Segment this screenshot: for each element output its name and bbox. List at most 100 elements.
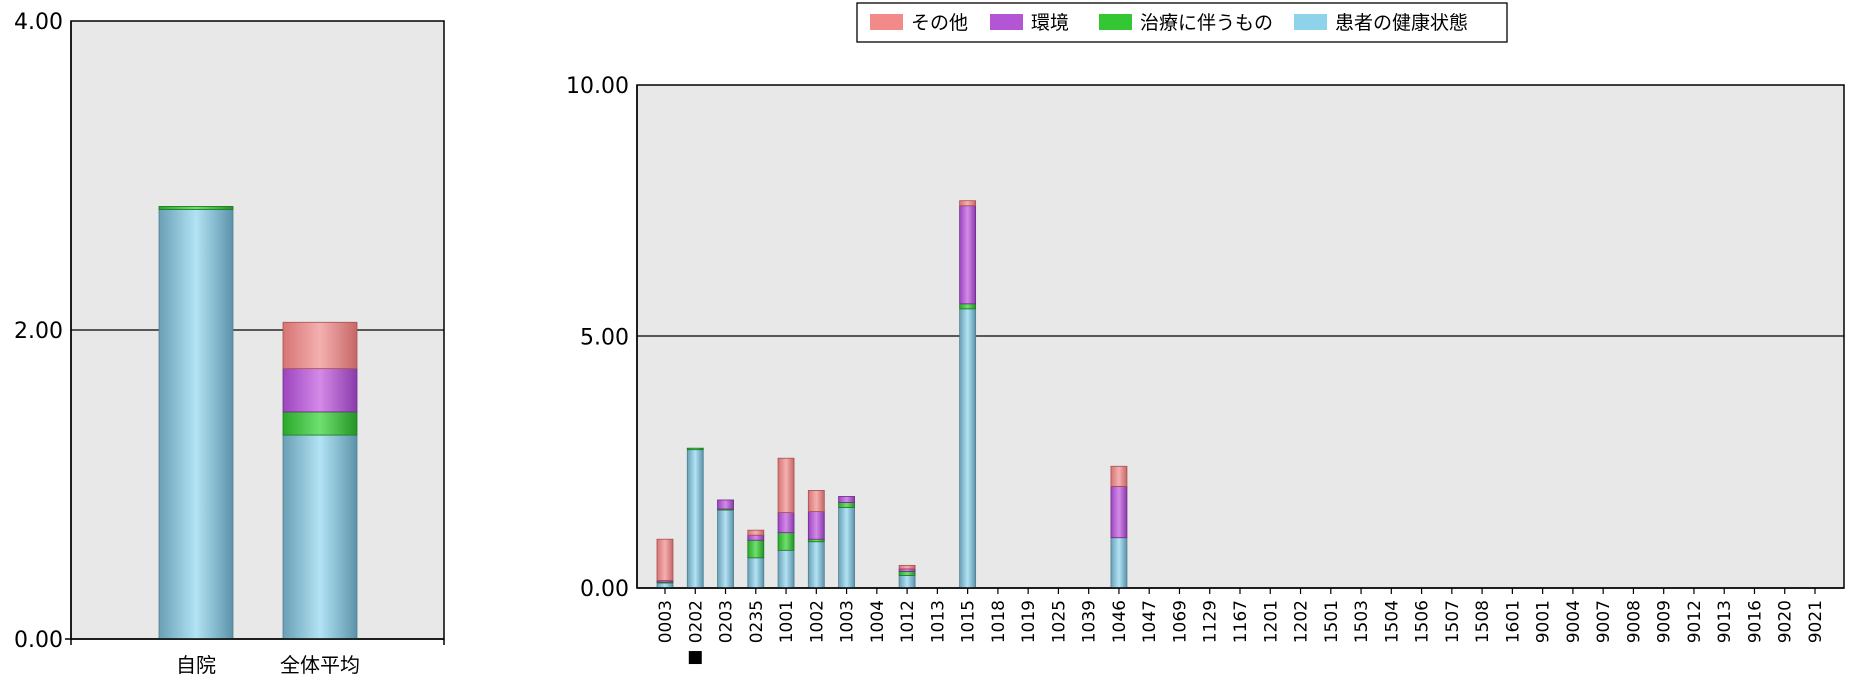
right-x-tick-label-1501: 1501 [1322, 600, 1342, 643]
right-x-tick-label-1201: 1201 [1261, 600, 1281, 643]
right-bar-0235-series-1 [747, 539, 765, 559]
right-x-tick-label-0003: 0003 [656, 600, 676, 643]
right-bar-1046-series-2 [1110, 485, 1128, 539]
legend-label-0: その他 [911, 12, 968, 34]
right-x-tick-label-1013: 1013 [928, 600, 948, 643]
right-bar-1002-series-3 [807, 490, 825, 512]
legend-box [856, 2, 1508, 43]
right-bar-0003-series-0 [656, 582, 674, 589]
legend-swatch-3 [1294, 14, 1327, 30]
right-bar-1012-series-0 [898, 575, 916, 589]
left-bar---series-0 [158, 209, 234, 640]
right-bar-1046-series-0 [1110, 537, 1128, 589]
left-y-tick-1: 2.00 [14, 319, 63, 344]
right-chart: 0.00 5.00 10.00 0003 0202 0203 0235 1001 1002 10… [566, 74, 1845, 667]
right-x-tick-label-1508: 1508 [1473, 600, 1493, 643]
right-x-tick-label-1504: 1504 [1382, 600, 1402, 643]
legend-label-1: 環境 [1031, 12, 1069, 34]
right-x-tick-label-9016: 9016 [1745, 600, 1765, 643]
right-x-tick-label-9008: 9008 [1624, 600, 1644, 643]
right-y-ticks: 0.00 5.00 10.00 [566, 74, 629, 602]
right-bars [656, 200, 1128, 589]
right-x-tick-label-1506: 1506 [1413, 600, 1433, 643]
left-bar---series-0 [282, 434, 358, 640]
right-x-tick-label-9013: 9013 [1715, 600, 1735, 643]
right-x-tick-label-1004: 1004 [868, 600, 888, 643]
right-x-tick-label-9021: 9021 [1806, 600, 1826, 643]
left-category-labels: 自院 全体平均 [176, 653, 360, 677]
left-category-label-0: 自院 [176, 653, 216, 677]
right-bar-0202-series-1 [686, 447, 704, 451]
right-x-tick-label-0203: 0203 [717, 600, 737, 643]
right-bar-1015-series-1 [959, 303, 977, 310]
legend-label-2: 治療に伴うもの [1140, 12, 1273, 34]
right-bar-0003-series-3 [656, 538, 674, 581]
right-x-tick-label-1129: 1129 [1201, 600, 1221, 643]
legend-swatch-2 [1099, 14, 1132, 30]
right-x-tick-label-1019: 1019 [1019, 600, 1039, 643]
right-bar-1015-series-0 [959, 308, 977, 589]
right-bar-1001-series-0 [777, 549, 795, 589]
legend: その他 環境 治療に伴うもの 患者の健康状態 [856, 2, 1508, 43]
left-bar---series-3 [282, 321, 358, 370]
right-bar-0203-series-0 [717, 509, 734, 589]
right-bar-0203-series-2 [717, 499, 734, 510]
right-bar-1003-series-1 [838, 502, 855, 508]
right-x-tick-label-9001: 9001 [1534, 600, 1554, 643]
left-y-ticks: 0.00 2.00 4.00 [14, 10, 63, 653]
right-x-tick-label-1015: 1015 [959, 600, 979, 643]
right-x-tick-label-1003: 1003 [838, 600, 858, 643]
right-bar-1001-series-3 [777, 457, 795, 513]
right-marked-category-symbol: ■ [687, 647, 703, 667]
left-chart: 0.00 2.00 4.00 自院 全体平均 [14, 10, 445, 677]
right-bar-1015-series-3 [959, 200, 977, 207]
right-x-tick-label-9012: 9012 [1685, 600, 1705, 643]
right-y-tick-1: 5.00 [580, 326, 629, 351]
left-y-tick-0: 0.00 [14, 628, 63, 653]
legend-label-3: 患者の健康状態 [1335, 12, 1468, 34]
right-bar-1046-series-3 [1110, 465, 1128, 487]
right-x-tick-label-1507: 1507 [1443, 600, 1463, 643]
right-x-tick-label-1202: 1202 [1292, 600, 1312, 643]
left-category-label-1: 全体平均 [280, 653, 360, 677]
right-x-tick-label-1167: 1167 [1231, 600, 1251, 643]
right-bar-1002-series-2 [807, 511, 825, 540]
right-x-tick-label-1002: 1002 [807, 600, 827, 643]
right-y-tick-2: 10.00 [566, 74, 629, 99]
legend-items: その他 環境 治療に伴うもの 患者の健康状態 [870, 12, 1468, 34]
right-bar-1001-series-2 [777, 512, 795, 534]
right-x-tick-label-0235: 0235 [747, 600, 767, 643]
right-x-tick-label-9020: 9020 [1776, 600, 1796, 643]
left-y-tick-2: 4.00 [14, 10, 63, 35]
right-x-tick-label-1012: 1012 [898, 600, 918, 643]
right-x-tick-label-1039: 1039 [1080, 600, 1100, 643]
right-bar-0235-series-2 [747, 534, 765, 541]
right-bar-1012-series-3 [898, 564, 916, 570]
right-x-tick-label-1018: 1018 [989, 600, 1009, 643]
right-x-tick-label-1025: 1025 [1049, 600, 1069, 643]
right-x-tick-label-9007: 9007 [1594, 600, 1614, 643]
left-bar---series-1 [282, 411, 358, 436]
right-category-marker: ■ [687, 647, 703, 667]
right-bar-0235-series-3 [747, 529, 765, 536]
right-x-tick-label-1069: 1069 [1170, 600, 1190, 643]
legend-swatch-1 [990, 14, 1023, 30]
right-bar-1001-series-1 [777, 532, 795, 551]
right-bar-1003-series-0 [838, 507, 855, 589]
right-x-ticks: 0003 0202 0203 0235 1001 1002 1003 1004 1012 1013… [656, 588, 1826, 643]
right-x-tick-label-0202: 0202 [686, 600, 706, 643]
right-bar-1015-series-2 [959, 205, 977, 305]
right-x-tick-label-1047: 1047 [1140, 600, 1160, 643]
right-x-tick-label-1503: 1503 [1352, 600, 1372, 643]
right-bar-0235-series-0 [747, 557, 765, 589]
left-bar---series-2 [282, 368, 358, 413]
right-bar-1003-series-2 [838, 496, 855, 503]
left-bars [158, 205, 358, 640]
legend-swatch-0 [870, 14, 903, 30]
right-x-tick-label-9004: 9004 [1564, 600, 1584, 643]
right-x-tick-label-1046: 1046 [1110, 600, 1130, 643]
right-bar-1012-series-1 [898, 571, 916, 576]
right-x-tick-label-1601: 1601 [1503, 600, 1523, 643]
right-x-tick-label-9009: 9009 [1655, 600, 1675, 643]
